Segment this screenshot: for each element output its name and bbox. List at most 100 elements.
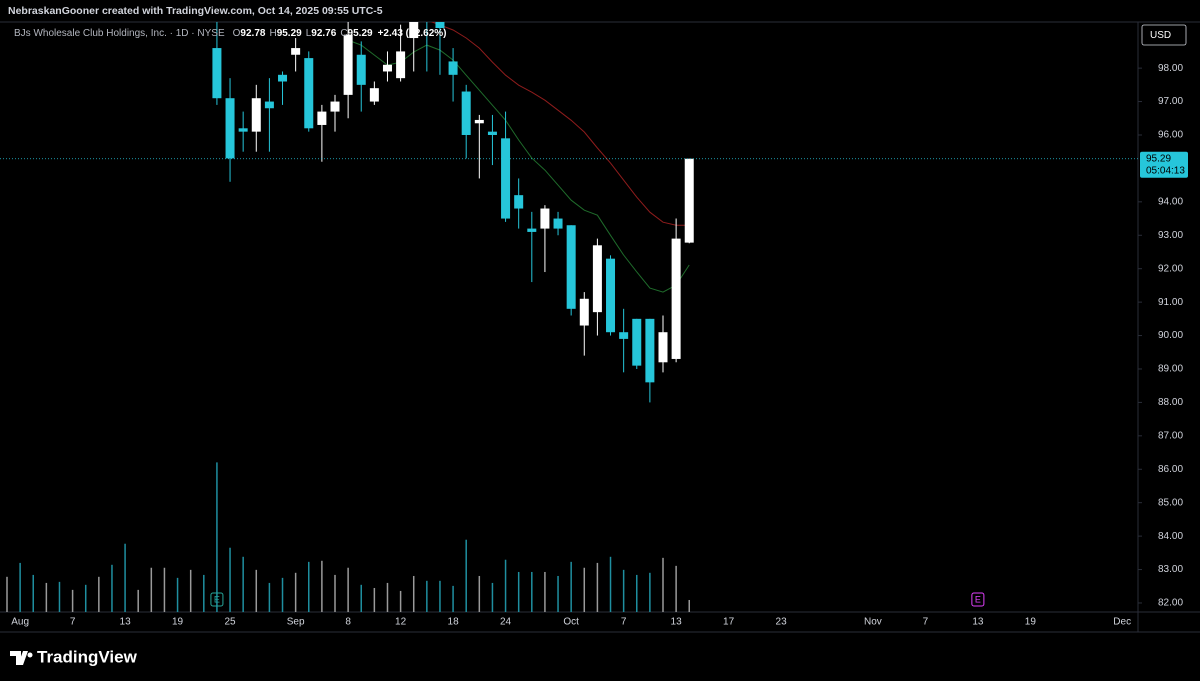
x-tick-label: 13 [972,617,984,628]
volume-bar [242,556,244,612]
candle-body [592,245,602,313]
currency-box[interactable] [1141,24,1187,46]
volume-bar [531,571,533,612]
volume-bar [150,567,153,612]
x-tick-label: 19 [172,617,184,628]
x-tick-label: Nov [864,617,882,628]
earnings-box [210,592,224,607]
x-tick-label: Oct [563,617,579,628]
x-tick-label: 13 [120,617,132,628]
volume-bar [452,585,454,612]
volume-bar [347,567,349,612]
candle-body [553,218,563,229]
volume-bar [662,557,664,612]
y-tick-label: 86.00 [1158,464,1183,475]
candle-body [606,258,616,333]
candle-body [317,111,327,125]
x-tick-label: 25 [224,617,236,628]
volume-bar [649,572,651,612]
y-tick-label: 82.00 [1158,598,1183,609]
volume-bar [504,559,507,612]
candle-body [225,98,235,159]
volume-bar [544,571,546,612]
candle-body [369,88,379,102]
candle-body [356,54,366,85]
plot [6,22,694,612]
volume-bar [255,569,258,612]
y-tick-label: 93.00 [1158,230,1183,241]
logo [10,651,33,665]
earnings-box [971,592,985,607]
x-tick-label: 12 [395,617,407,628]
x-tick-label: 18 [448,617,460,628]
volume-bar [439,580,441,612]
candle-body [278,74,288,82]
volume-bar [570,561,572,612]
volume-bar [517,571,520,612]
x-tick-label: 13 [671,617,683,628]
candle-body [487,131,497,135]
legend-part: 95.29 [277,28,302,39]
candle-body [501,138,511,219]
candle-body [291,48,301,55]
volume-bar [557,575,559,612]
candle-body [632,318,642,366]
volume-bar [308,561,310,612]
last-price: 95.29 [1146,153,1171,164]
y-tick-label: 92.00 [1158,263,1183,274]
candle-body [527,228,537,232]
candle-body [671,238,681,359]
volume-bar [609,556,612,612]
candle-body [540,208,550,229]
volume-bar [478,575,481,612]
volume-bar [124,543,126,612]
candle-body [251,98,261,132]
x-tick-label: 8 [345,617,351,628]
candle-body [645,318,655,383]
candle-body [474,119,484,124]
volume-bar [84,584,87,612]
candle-body [619,332,629,339]
volume-bar [268,582,271,612]
candle-body [461,91,471,135]
x-tick-label: 7 [70,617,76,628]
x-tick-label: 7 [621,617,627,628]
volume-bar [111,564,113,612]
volume-bar [583,567,586,612]
x-tick-label: 7 [923,617,929,628]
volume-bar [399,590,402,612]
legend-part: 92.78 [240,28,265,39]
logo-mark [27,652,33,658]
volume-bar [688,599,690,612]
y-tick-label: 88.00 [1158,397,1183,408]
volume-bar [334,574,336,612]
y-tick-label: 83.00 [1158,564,1183,575]
countdown: 05:04:13 [1146,165,1185,176]
candle-body [566,225,576,309]
header: NebraskanGooner created with TradingView… [8,5,383,17]
volume-bar [229,547,231,612]
x-tick-label: 24 [500,617,512,628]
currency[interactable]: USD [1150,30,1171,41]
ma-line [430,22,690,226]
volume-bar [465,539,467,612]
candle-body [382,64,392,72]
volume-bar [636,574,638,612]
x-tick-label: Sep [287,617,305,628]
volume-bar [373,587,376,612]
y-tick-label: 97.00 [1158,96,1183,107]
logo-mark [10,651,28,665]
volume-bar [19,562,21,612]
volume-bar [32,574,34,612]
x-tick-label: 23 [776,617,788,628]
y-tick-label: 90.00 [1158,330,1183,341]
candle-body [343,34,353,95]
candle-body [658,332,668,363]
volume-bar [71,589,74,612]
volume-bar [675,565,677,612]
legend-part: H [269,28,276,39]
candle-body [238,128,248,132]
